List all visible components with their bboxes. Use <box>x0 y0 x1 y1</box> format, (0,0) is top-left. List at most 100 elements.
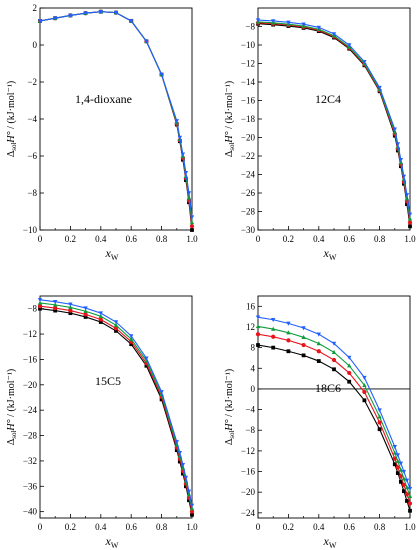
data-point <box>404 478 410 483</box>
data-point <box>286 321 291 326</box>
data-point <box>331 357 337 363</box>
data-point <box>395 142 401 147</box>
data-point <box>408 508 412 513</box>
data-point <box>37 19 43 24</box>
panel-label: 18C6 <box>315 381 341 395</box>
data-point <box>395 465 400 470</box>
y-tick-label: −14 <box>241 77 256 87</box>
y-axis-title: ΔsolH° / (kJ·mol⁻¹) <box>6 81 18 157</box>
data-point <box>398 461 404 466</box>
data-point <box>362 389 367 395</box>
data-point <box>189 220 195 225</box>
panel-label: 1,4-dioxane <box>75 92 132 106</box>
x-axis-title: xW <box>105 246 119 262</box>
data-point <box>83 308 88 313</box>
data-point <box>402 489 406 494</box>
y-tick-label: −16 <box>241 467 256 477</box>
x-tick-label: 0.6 <box>344 522 356 532</box>
data-point <box>129 19 134 24</box>
y-tick-label: −32 <box>23 456 37 466</box>
data-point <box>392 456 397 461</box>
data-point <box>407 220 413 225</box>
x-axis-title: xW <box>323 534 337 550</box>
data-point <box>189 215 195 220</box>
data-point <box>301 353 306 358</box>
data-point <box>401 174 407 179</box>
plot-frame <box>257 7 411 231</box>
y-tick-label: 0 <box>33 40 38 50</box>
y-tick-label: −8 <box>245 22 255 32</box>
x-tick-label: 0.6 <box>126 234 138 244</box>
data-point <box>113 10 119 15</box>
x-tick-label: 0.8 <box>374 234 386 244</box>
data-point <box>255 18 261 23</box>
data-point <box>398 479 403 484</box>
y-tick-label: −30 <box>241 225 256 235</box>
y-tick-label: −40 <box>23 507 38 517</box>
y-tick-label: −28 <box>241 207 256 217</box>
data-point <box>392 127 397 132</box>
data-point <box>271 334 276 339</box>
data-point <box>255 332 261 337</box>
y-tick-label: −8 <box>245 425 255 435</box>
y-tick-label: −16 <box>241 96 256 106</box>
y-tick-label: −8 <box>27 304 37 314</box>
x-tick-label: 0.8 <box>156 234 168 244</box>
y-tick-label: −20 <box>23 380 38 390</box>
data-point <box>301 334 306 340</box>
data-point <box>405 499 409 503</box>
data-point <box>347 370 352 376</box>
data-point <box>332 367 336 372</box>
data-point <box>83 11 88 16</box>
series-line <box>39 11 193 227</box>
data-point <box>331 349 337 354</box>
data-point <box>347 355 352 360</box>
data-point <box>189 506 195 511</box>
data-point <box>392 462 397 467</box>
x-tick-label: 1.0 <box>404 234 416 244</box>
y-tick-label: 8 <box>251 343 256 353</box>
data-point <box>271 345 276 350</box>
y-tick-label: −12 <box>23 329 37 339</box>
data-point <box>68 302 73 307</box>
data-point <box>186 191 192 196</box>
y-tick-label: −4 <box>27 114 37 124</box>
y-tick-label: 4 <box>251 363 256 373</box>
data-point <box>113 322 119 327</box>
data-point <box>316 332 321 337</box>
y-tick-label: −36 <box>23 481 38 491</box>
data-point <box>347 379 352 384</box>
y-tick-label: −10 <box>23 225 38 235</box>
data-point <box>183 170 189 176</box>
y-tick-label: −24 <box>241 170 256 180</box>
data-point <box>98 313 103 319</box>
x-tick-label: 0.4 <box>313 234 325 244</box>
data-point <box>183 475 189 480</box>
y-tick-label: 16 <box>246 301 256 311</box>
y-axis-title: ΔsolH° / (kJ·mol⁻¹) <box>224 369 236 445</box>
x-tick-label: 0.4 <box>95 234 107 244</box>
y-tick-label: −22 <box>241 151 255 161</box>
data-point <box>271 326 276 331</box>
data-point <box>83 312 88 317</box>
data-point <box>159 390 164 395</box>
data-point <box>271 19 276 24</box>
data-point <box>392 445 397 450</box>
data-point <box>113 320 119 325</box>
y-tick-label: −8 <box>27 188 37 198</box>
chart-panel-1: 0 0.2 0.4 0.6 0.8 1.0 2 0 −2 −4 −6 −8 −10 1,4-dioxane… <box>6 3 198 262</box>
data-point <box>68 305 73 310</box>
data-point <box>407 493 413 499</box>
y-axis-title: ΔsolH° / (kJ·mol⁻¹) <box>224 81 236 157</box>
chart-panel-3: 0 0.2 0.4 0.6 0.8 1.0 −8 −12 −16 −20 −24 −28 −32 −36 −… <box>6 295 198 550</box>
data-point <box>377 408 382 413</box>
y-tick-label: 12 <box>246 322 255 332</box>
data-point <box>177 135 183 140</box>
data-point <box>53 305 58 311</box>
series-line <box>257 23 411 227</box>
y-axis-title: ΔsolH° / (kJ·mol⁻¹) <box>6 369 18 445</box>
data-point <box>144 39 149 44</box>
data-point <box>113 326 119 331</box>
y-tick-label: −18 <box>241 114 256 124</box>
data-point <box>401 476 407 481</box>
